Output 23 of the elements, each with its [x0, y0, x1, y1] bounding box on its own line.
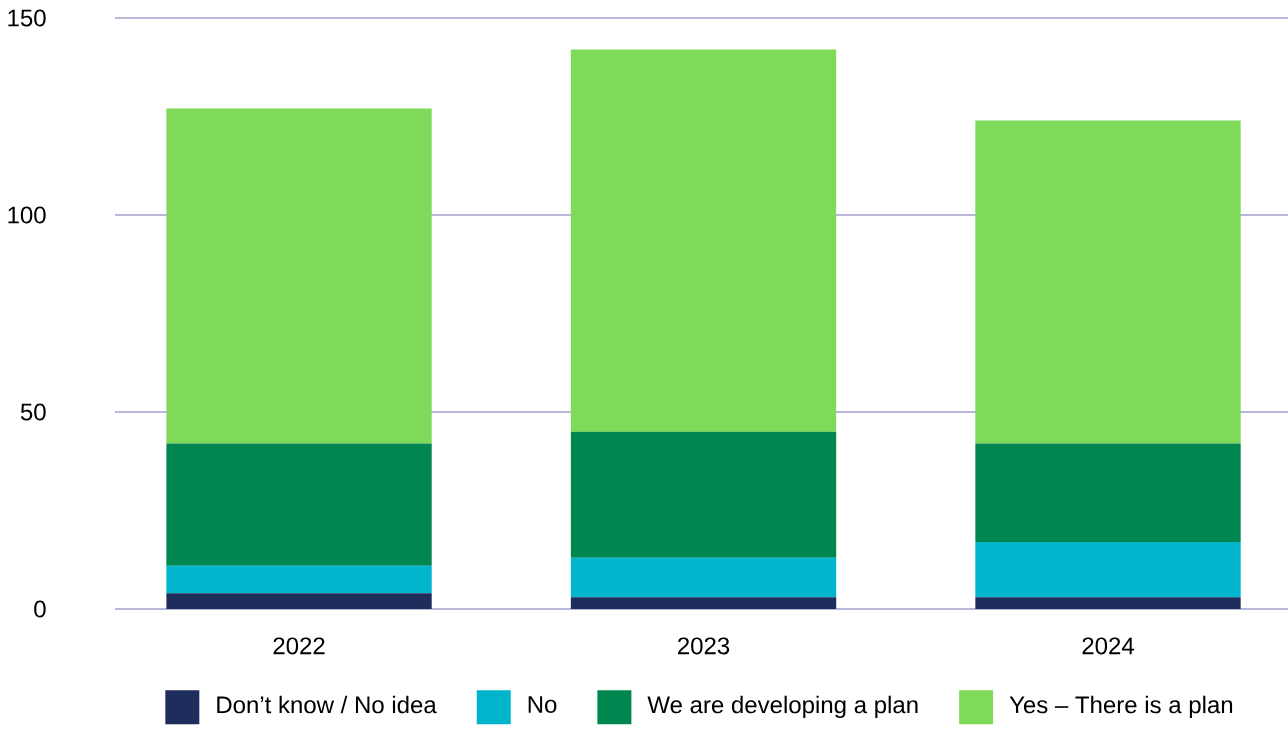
y-tick-label: 50	[20, 403, 46, 421]
bar	[570, 49, 837, 432]
legend-label: We are developing a plan	[647, 695, 918, 719]
y-tick-label: 150	[8, 9, 46, 27]
legend-label: Yes – There is a plan	[1009, 695, 1233, 719]
bar	[975, 542, 1241, 598]
bar	[975, 597, 1241, 609]
bar	[166, 565, 432, 594]
x-tick-label: 2022	[273, 637, 325, 655]
bar	[570, 557, 837, 598]
legend-label: No	[528, 696, 557, 713]
bar	[570, 431, 837, 558]
x-tick-label: 2023	[678, 637, 730, 655]
x-tick-label: 2024	[1082, 637, 1134, 655]
bar	[975, 443, 1241, 543]
bar	[166, 443, 432, 566]
y-tick-label: 100	[8, 206, 46, 224]
y-tick-label: 0	[34, 600, 46, 618]
legend-label: Don’t know / No idea	[217, 695, 437, 714]
bar	[166, 593, 432, 609]
bar	[166, 108, 432, 444]
bar	[570, 597, 837, 609]
bar	[975, 120, 1241, 444]
